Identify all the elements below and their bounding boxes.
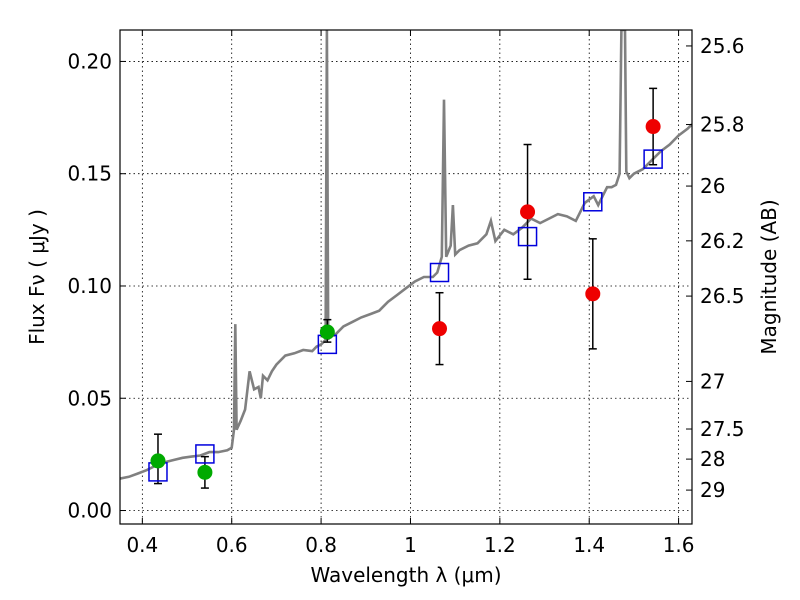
x-tick-label: 1.4 xyxy=(573,533,605,557)
observed-point-marker xyxy=(585,286,601,302)
model-square-marker xyxy=(643,149,663,169)
x-tick-label: 1.2 xyxy=(484,533,516,557)
data-points-layer xyxy=(148,87,663,489)
axis-ticks: 0.4 0.6 0.8 1 1.2 1.4 1.6 0.00 0.05 0.10 0.15 0.20 2… xyxy=(67,30,745,557)
right-y-tick-label: 27.5 xyxy=(700,417,745,441)
observed-point-marker xyxy=(520,204,536,220)
observed-point-marker xyxy=(197,464,213,480)
y-tick-label: 0.15 xyxy=(67,162,112,186)
model-square-marker xyxy=(583,192,603,212)
x-tick-label: 1.6 xyxy=(663,533,695,557)
right-y-tick-label: 25.6 xyxy=(700,34,745,58)
model-square-marker xyxy=(517,226,538,247)
right-y-tick-label: 26 xyxy=(700,174,725,198)
observed-point-marker xyxy=(432,321,448,337)
x-tick-label: 0.6 xyxy=(216,533,248,557)
x-tick-label: 1 xyxy=(404,533,417,557)
x-tick-label: 0.8 xyxy=(305,533,337,557)
right-y-tick-label: 26.2 xyxy=(700,229,745,253)
x-axis-title: Wavelength λ (μm) xyxy=(310,563,501,587)
right-y-tick-label: 25.8 xyxy=(700,113,745,137)
right-y-axis-title: Magnitude (AB) xyxy=(757,199,781,354)
model-spectrum-layer xyxy=(120,30,692,480)
y-tick-label: 0.00 xyxy=(67,499,112,523)
right-y-tick-label: 29 xyxy=(700,478,725,502)
right-y-tick-label: 26.5 xyxy=(700,284,745,308)
y-tick-label: 0.05 xyxy=(67,386,112,410)
right-y-tick-label: 28 xyxy=(700,447,725,471)
grid xyxy=(120,30,692,524)
model-square-marker xyxy=(195,444,215,464)
plot-frame xyxy=(119,29,693,525)
observed-point-marker xyxy=(645,119,661,135)
observed-point-marker xyxy=(150,453,166,469)
right-y-tick-label: 27 xyxy=(700,369,725,393)
y-tick-label: 0.10 xyxy=(67,274,112,298)
model-square-marker xyxy=(429,262,450,283)
y-axis-title: Flux Fν ( μJy ) xyxy=(25,209,49,345)
model-spectrum-line xyxy=(120,30,692,480)
y-tick-label: 0.20 xyxy=(67,49,112,73)
x-tick-label: 0.4 xyxy=(126,533,158,557)
observed-point-marker xyxy=(319,324,335,340)
